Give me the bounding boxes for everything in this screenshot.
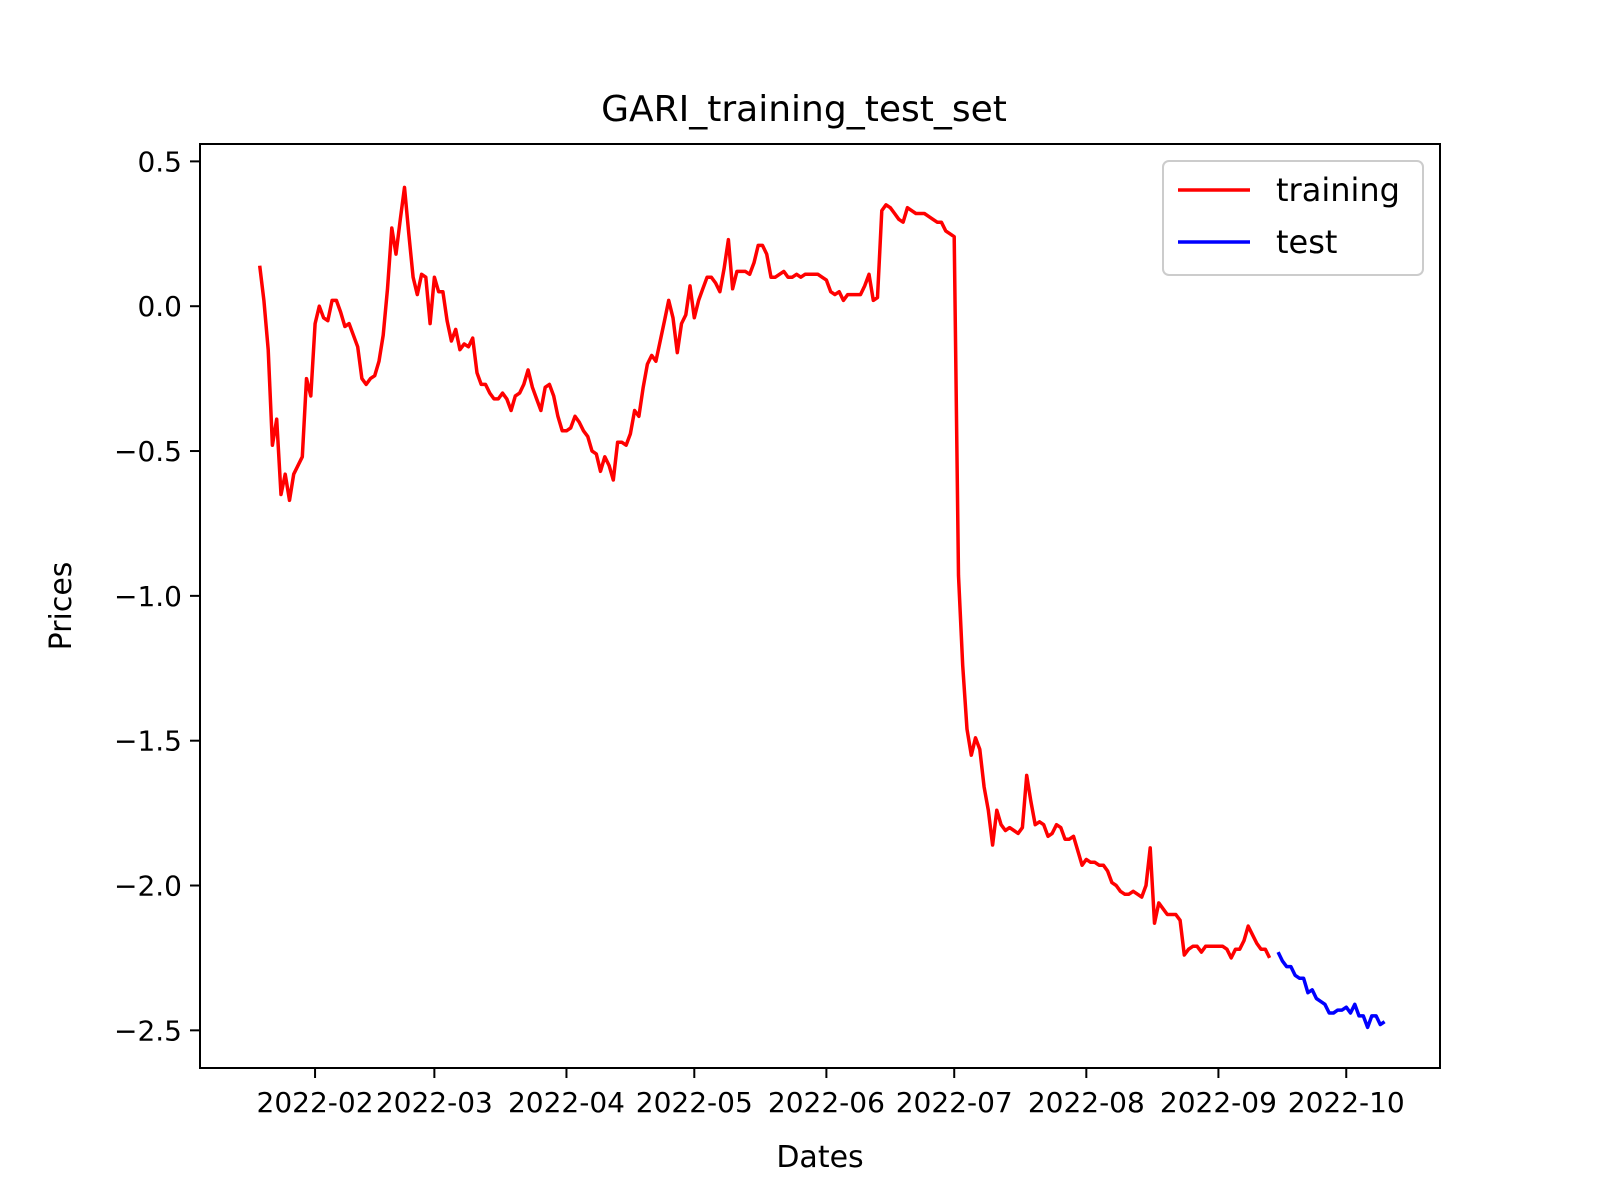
y-tick-label: 0.5 xyxy=(137,145,182,178)
x-axis-label: Dates xyxy=(776,1140,863,1175)
y-tick-label: −1.5 xyxy=(114,725,182,758)
y-tick-label: −1.0 xyxy=(114,580,182,613)
x-tick-label: 2022-08 xyxy=(1028,1086,1145,1119)
x-tick-label: 2022-07 xyxy=(896,1086,1013,1119)
x-axis: 2022-02 2022-03 2022-04 2022-05 2022-06 2022-… xyxy=(257,1068,1405,1119)
y-tick-label: 0.0 xyxy=(137,290,182,323)
y-tick-label: −2.5 xyxy=(114,1014,182,1047)
x-tick-label: 2022-06 xyxy=(768,1086,885,1119)
legend-label-test: test xyxy=(1276,223,1337,261)
x-tick-label: 2022-05 xyxy=(636,1086,753,1119)
legend-label-training: training xyxy=(1276,171,1400,209)
y-tick-label: −2.0 xyxy=(114,870,182,903)
y-axis-label: Prices xyxy=(44,562,79,651)
series-line-training xyxy=(257,185,1272,960)
x-tick-label: 2022-10 xyxy=(1288,1086,1405,1119)
x-tick-label: 2022-09 xyxy=(1160,1086,1277,1119)
legend: training test xyxy=(1162,160,1424,276)
y-tick-label: −0.5 xyxy=(114,435,182,468)
x-tick-label: 2022-02 xyxy=(257,1086,374,1119)
y-axis: 0.5 0.0 −0.5 −1.0 −1.5 −2.0 −2.5 xyxy=(114,145,200,1047)
chart-title: GARI_training_test_set xyxy=(601,89,1007,130)
plot-frame xyxy=(199,143,1441,1069)
series-line-test xyxy=(1276,951,1386,1030)
x-tick-label: 2022-04 xyxy=(508,1086,625,1119)
x-tick-label: 2022-03 xyxy=(376,1086,493,1119)
plot-lines xyxy=(257,185,1386,1030)
